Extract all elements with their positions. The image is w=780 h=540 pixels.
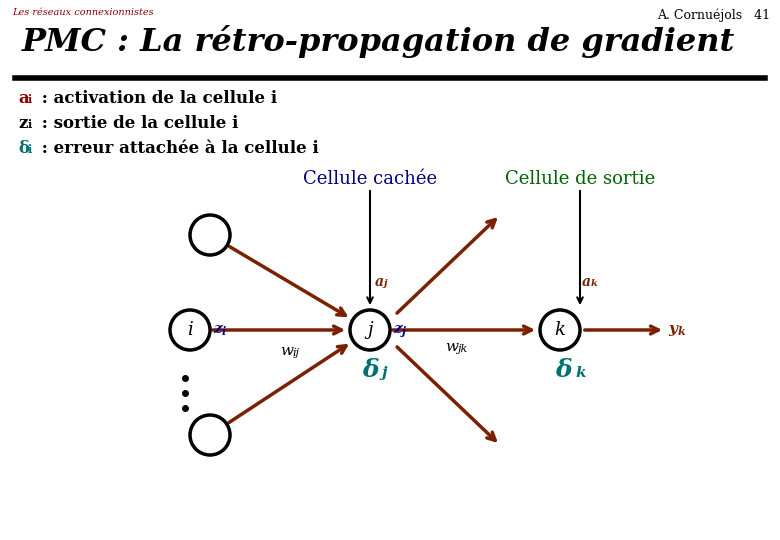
Text: : activation de la cellule i: : activation de la cellule i	[36, 90, 277, 107]
Text: k: k	[555, 321, 565, 339]
Text: Les réseaux connexionnistes: Les réseaux connexionnistes	[12, 8, 154, 17]
Text: : sortie de la cellule i: : sortie de la cellule i	[36, 115, 239, 132]
Text: w: w	[445, 340, 458, 354]
Text: i: i	[222, 326, 226, 337]
Circle shape	[540, 310, 580, 350]
Text: Cellule cachée: Cellule cachée	[303, 170, 437, 188]
Text: i: i	[28, 144, 32, 155]
Text: j: j	[367, 321, 373, 339]
Text: i: i	[28, 94, 32, 105]
Text: δ: δ	[18, 140, 29, 157]
Text: z: z	[18, 115, 27, 132]
Text: a: a	[582, 275, 591, 289]
Text: : erreur attachée à la cellule i: : erreur attachée à la cellule i	[36, 140, 319, 157]
Text: k: k	[575, 366, 586, 380]
Text: a: a	[18, 90, 29, 107]
Circle shape	[190, 215, 230, 255]
Text: k: k	[591, 279, 597, 288]
Text: PMC : La rétro-propagation de gradient: PMC : La rétro-propagation de gradient	[22, 25, 736, 58]
Text: i: i	[187, 321, 193, 339]
Text: k: k	[678, 326, 686, 337]
Circle shape	[190, 415, 230, 455]
Text: jk: jk	[457, 344, 467, 354]
Text: Cellule de sortie: Cellule de sortie	[505, 170, 655, 188]
Text: y: y	[668, 322, 677, 336]
Text: j: j	[402, 326, 406, 337]
Text: a: a	[375, 275, 384, 289]
Text: j: j	[382, 366, 388, 380]
Circle shape	[170, 310, 210, 350]
Text: w: w	[280, 344, 293, 358]
Text: z: z	[393, 322, 402, 336]
Text: δ: δ	[362, 358, 378, 382]
Text: i: i	[28, 119, 32, 130]
Text: ij: ij	[292, 348, 299, 358]
Text: A. Cornuéjols   41: A. Cornuéjols 41	[657, 8, 770, 22]
Text: δ: δ	[555, 358, 572, 382]
Circle shape	[350, 310, 390, 350]
Text: z: z	[213, 322, 222, 336]
Text: j: j	[384, 279, 388, 288]
